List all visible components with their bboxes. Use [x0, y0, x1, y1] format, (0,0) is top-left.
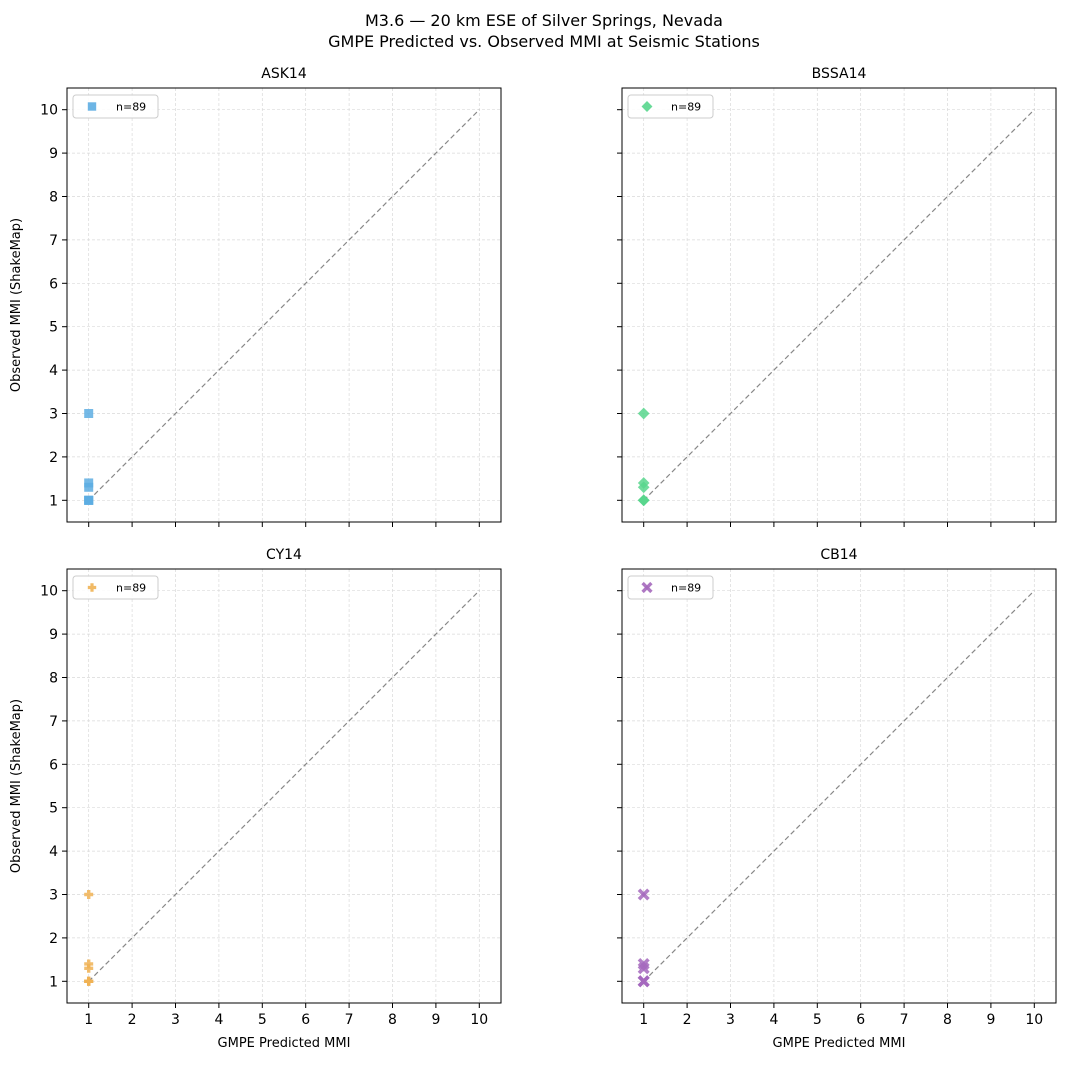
- data-point: [84, 478, 94, 488]
- legend-box: [627, 575, 714, 600]
- x-tick-label: 9: [986, 1012, 995, 1028]
- x-tick-label: 9: [431, 1012, 440, 1028]
- y-tick-label: 6: [49, 757, 58, 773]
- x-marker-stroke: [637, 888, 650, 901]
- x-tick-label: 7: [345, 1012, 354, 1028]
- x-marker-stroke: [637, 975, 650, 988]
- x-tick-label: 6: [301, 1012, 310, 1028]
- data-point: [84, 409, 94, 418]
- x-tick-label: 3: [171, 1012, 180, 1028]
- y-tick-label: 4: [49, 844, 58, 860]
- y-tick-label: 5: [49, 320, 58, 336]
- data-point: [637, 494, 650, 507]
- y-tick-label: 8: [49, 671, 58, 687]
- x-axis-label: GMPE Predicted MMI: [218, 1036, 351, 1051]
- data-point: [637, 975, 650, 988]
- suptitle-line-2: GMPE Predicted vs. Observed MMI at Seism…: [328, 32, 760, 51]
- data-point: [637, 957, 650, 970]
- data-point: [84, 890, 94, 899]
- x-tick-label: 1: [84, 1012, 93, 1028]
- data-point: [84, 976, 94, 986]
- legend-label: n=89: [671, 101, 701, 114]
- panel-cy14: 1 2 3 4 5 6 7 8 9 10 1 2 3 4 5 6 7 8 9 10 CY14 GMPE Predicted…: [9, 547, 502, 1051]
- axes-frame: [621, 87, 1057, 523]
- grid: [622, 88, 1056, 522]
- data-point: [84, 959, 94, 969]
- legend-label: n=89: [116, 582, 146, 595]
- x-marker-stroke: [637, 957, 650, 970]
- y-tick-label: 10: [40, 103, 58, 119]
- y-tick-label: 1: [49, 974, 58, 990]
- suptitle-line-1: M3.6 — 20 km ESE of Silver Springs, Neva…: [365, 11, 723, 30]
- x-tick-label: 8: [943, 1012, 952, 1028]
- one-to-one-line: [643, 109, 1035, 501]
- legend-marker: [641, 581, 653, 594]
- data-point: [84, 495, 94, 505]
- y-tick-label: 7: [49, 714, 58, 730]
- y-tick-label: 5: [49, 801, 58, 817]
- y-tick-label: 3: [49, 888, 58, 904]
- legend-label: n=89: [116, 101, 146, 114]
- data-point: [637, 407, 650, 420]
- panel-title: BSSA14: [812, 66, 867, 82]
- panel-ask14: 1 2 3 4 5 6 7 8 9 10 ASK14 Observed MMI (ShakeMap) n…: [9, 66, 502, 527]
- x-tick-label: 3: [726, 1012, 735, 1028]
- y-tick-label: 7: [49, 233, 58, 249]
- legend: n=89: [627, 575, 714, 600]
- grid: [67, 569, 501, 1003]
- y-tick-label: 10: [40, 584, 58, 600]
- legend: n=89: [72, 94, 159, 119]
- x-tick-label: 1: [639, 1012, 648, 1028]
- y-tick-label: 4: [49, 363, 58, 379]
- data-point: [637, 477, 650, 489]
- grid: [67, 88, 501, 522]
- x-tick-label: 8: [388, 1012, 397, 1028]
- legend-box: [627, 94, 714, 119]
- x-tick-label: 2: [128, 1012, 137, 1028]
- one-to-one-line: [88, 590, 480, 982]
- y-axis-label: Observed MMI (ShakeMap): [9, 218, 24, 392]
- x-tick-label: 4: [214, 1012, 223, 1028]
- legend-marker: [641, 101, 653, 112]
- x-tick-label: 6: [856, 1012, 865, 1028]
- x-tick-label: 4: [769, 1012, 778, 1028]
- y-tick-label: 3: [49, 407, 58, 423]
- one-to-one-line: [88, 109, 480, 501]
- y-tick-label: 1: [49, 493, 58, 509]
- y-tick-label: 8: [49, 190, 58, 206]
- legend-box: [72, 575, 159, 600]
- axes-frame: [621, 568, 1057, 1004]
- x-axis-label: GMPE Predicted MMI: [773, 1036, 906, 1051]
- legend: n=89: [627, 94, 714, 119]
- x-tick-label: 5: [813, 1012, 822, 1028]
- legend: n=89: [72, 575, 159, 600]
- y-axis-label: Observed MMI (ShakeMap): [9, 699, 24, 873]
- x-tick-label: 10: [1025, 1012, 1043, 1028]
- one-to-one-line: [643, 590, 1035, 982]
- data-point: [637, 888, 650, 901]
- panel-title: CY14: [266, 547, 302, 563]
- y-tick-label: 9: [49, 627, 58, 643]
- y-tick-label: 9: [49, 146, 58, 162]
- x-tick-label: 10: [470, 1012, 488, 1028]
- panel-cb14: 1 2 3 4 5 6 7 8 9 10 CB14 GMPE Predicted MMI n=89: [617, 547, 1057, 1051]
- legend-box: [72, 94, 159, 119]
- panel-title: CB14: [820, 547, 857, 563]
- legend-label: n=89: [671, 582, 701, 595]
- y-tick-label: 2: [49, 450, 58, 466]
- panel-bssa14: BSSA14 n=89: [617, 66, 1057, 527]
- y-tick-label: 2: [49, 931, 58, 947]
- x-marker-stroke: [641, 581, 653, 594]
- legend-marker: [87, 102, 97, 111]
- x-tick-label: 2: [683, 1012, 692, 1028]
- x-tick-label: 5: [258, 1012, 267, 1028]
- axes-frame: [66, 87, 502, 523]
- panel-title: ASK14: [261, 66, 307, 82]
- axes-frame: [66, 568, 502, 1004]
- grid: [622, 569, 1056, 1003]
- legend-marker: [87, 583, 97, 592]
- x-tick-label: 7: [900, 1012, 909, 1028]
- y-tick-label: 6: [49, 276, 58, 292]
